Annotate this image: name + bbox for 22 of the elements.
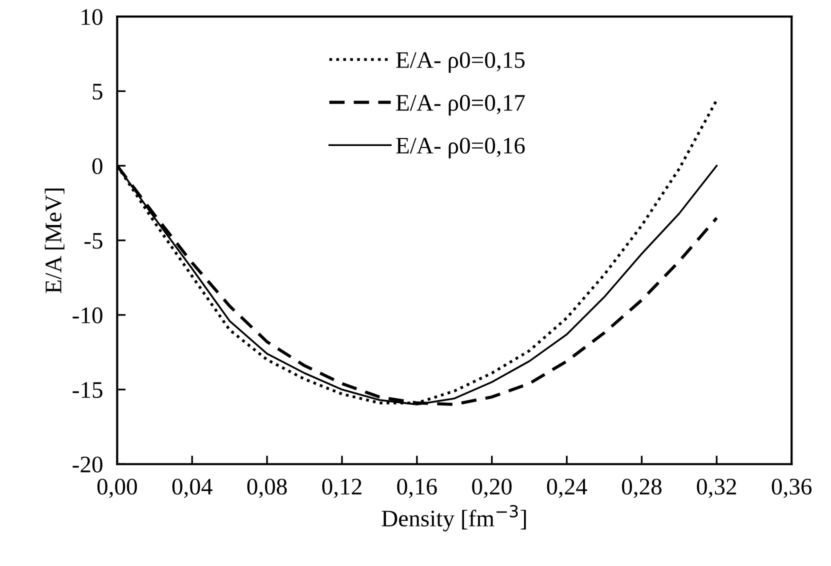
x-tick-label: 0,36 [772,478,812,498]
x-tick-label: 0,20 [472,478,512,498]
legend-label: E/A- ρ0=0,16 [396,138,525,158]
x-tick-label: 0,08 [247,478,287,498]
x-tick-label: 0,04 [172,478,212,498]
legend-label: E/A- ρ0=0,17 [396,94,525,116]
x-tick-label: 0,24 [547,478,588,498]
x-tick-label: 0,16 [397,478,437,498]
y-tick-label: 10 [82,9,102,26]
y-tick-label: 5 [92,84,102,100]
legend-label: E/A- ρ0=0,15 [396,52,525,73]
x-axis-title: Density [fm$^{−3}$] [382,504,526,532]
x-tick-label: 0,32 [696,478,736,498]
x-tick-label: 0,00 [97,478,137,498]
y-tick-label: -10 [72,307,102,324]
x-tick-label: 0,28 [622,478,662,498]
x-tick-label: 0,12 [322,478,362,498]
y-axis-title: E/A [MeV] [44,188,64,294]
y-tick-label: -15 [72,382,102,398]
y-tick-label: -5 [84,233,102,249]
y-tick-label: 0 [92,158,102,174]
y-tick-label: -20 [72,456,102,473]
